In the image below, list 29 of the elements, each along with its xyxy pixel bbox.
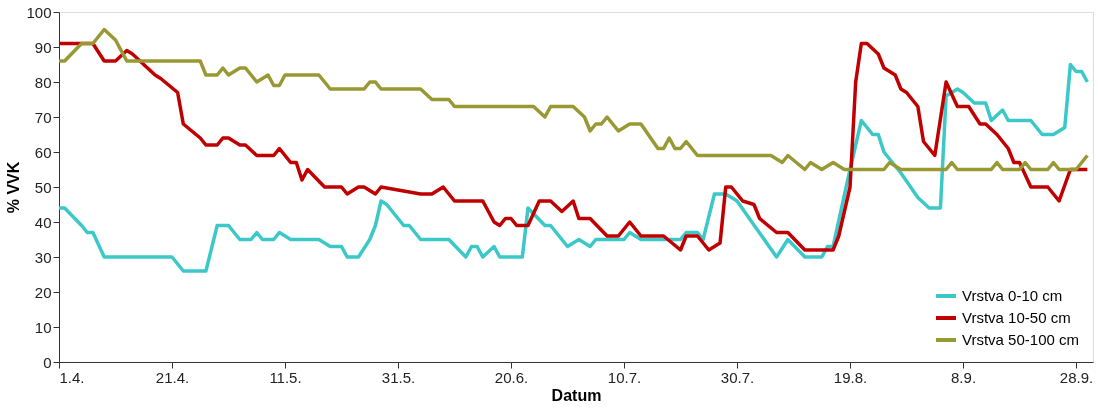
- y-tick-label: 90: [34, 38, 52, 56]
- x-tick-label: 1.4.: [59, 368, 85, 386]
- line-series: [57, 41, 1090, 252]
- x-tick-label: 31.5.: [381, 368, 416, 386]
- line-series: [57, 62, 1090, 273]
- x-tick-label: 8.9.: [951, 368, 977, 386]
- legend-label: Vrstva 0-10 cm: [962, 287, 1063, 304]
- y-tick-label: 70: [34, 108, 52, 126]
- x-axis-title: Datum: [551, 386, 602, 404]
- y-tick-label: 100: [26, 3, 52, 21]
- legend-label: Vrstva 50-100 cm: [962, 331, 1079, 348]
- y-tick-label: 20: [34, 283, 52, 301]
- x-tick-label: 11.5.: [269, 368, 302, 386]
- x-tick-label: 28.9.: [1059, 368, 1094, 386]
- y-tick-label: 0: [43, 353, 52, 371]
- y-tick-label: 40: [34, 213, 52, 231]
- y-tick-label: 50: [34, 178, 52, 196]
- y-tick-label: 80: [34, 73, 52, 91]
- y-tick-label: 10: [34, 318, 52, 336]
- x-tick-label: 21.4.: [155, 368, 190, 386]
- y-axis-title: % VVK: [5, 161, 23, 214]
- y-tick-label: 30: [34, 248, 52, 266]
- x-tick-label: 20.6.: [494, 368, 529, 386]
- y-tick-label: 60: [34, 143, 52, 161]
- line-series: [57, 27, 1090, 172]
- x-tick-label: 19.8.: [833, 368, 868, 386]
- x-tick-label: 30.7.: [720, 368, 755, 386]
- legend-label: Vrstva 10-50 cm: [962, 309, 1071, 326]
- x-tick-label: 10.7.: [607, 368, 642, 386]
